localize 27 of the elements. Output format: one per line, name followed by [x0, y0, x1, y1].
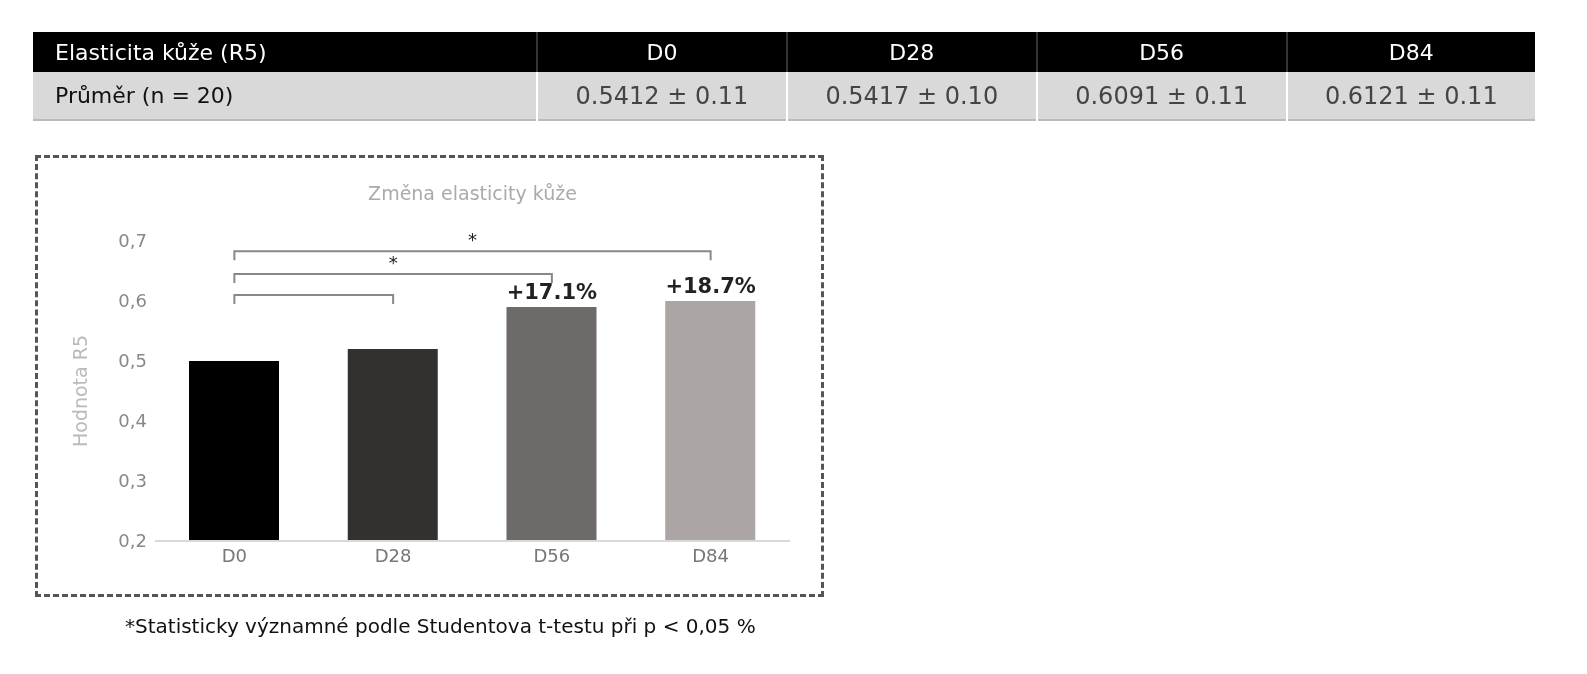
category-label: D56: [1139, 39, 1185, 65]
text: Průměr (n = 20): [54, 82, 235, 110]
annotation: *: [468, 229, 477, 251]
chart-title: Změna elasticity kůže: [367, 182, 578, 204]
y-axis-title: Hodnota R5: [69, 334, 91, 448]
y-tick-label: 0,6: [118, 290, 147, 312]
y-tick-label: 0,5: [118, 350, 147, 372]
text: 0.5412 ± 0.11: [537, 72, 787, 120]
text: *Statisticky významné podle Studentova t-testu při p < 0,05 %: [125, 614, 756, 638]
annotation: *: [388, 252, 398, 273]
text: 0.6091 ± 0.11: [1036, 72, 1287, 120]
table-corner-cell: Elasticita kůže (R5): [33, 32, 537, 72]
category-label: D84: [1388, 39, 1434, 65]
y-tick-label: 0,7: [118, 230, 147, 252]
y-tick-label: 0,3: [118, 470, 147, 492]
x-tick-label: D28: [374, 544, 412, 566]
text: 0.6121 ± 0.11: [1286, 72, 1535, 120]
annotation: +18.7%: [665, 274, 756, 298]
annotation: +17.1%: [506, 280, 598, 304]
category-label: D0: [646, 39, 678, 65]
text: 0.5417 ± 0.10: [786, 72, 1037, 120]
x-tick-label: D56: [533, 544, 571, 566]
y-tick-label: 0,2: [118, 530, 147, 552]
x-tick-label: D0: [221, 544, 248, 566]
y-tick-label: 0,4: [118, 410, 147, 432]
x-tick-label: D84: [692, 544, 730, 566]
category-label: D28: [889, 39, 935, 65]
